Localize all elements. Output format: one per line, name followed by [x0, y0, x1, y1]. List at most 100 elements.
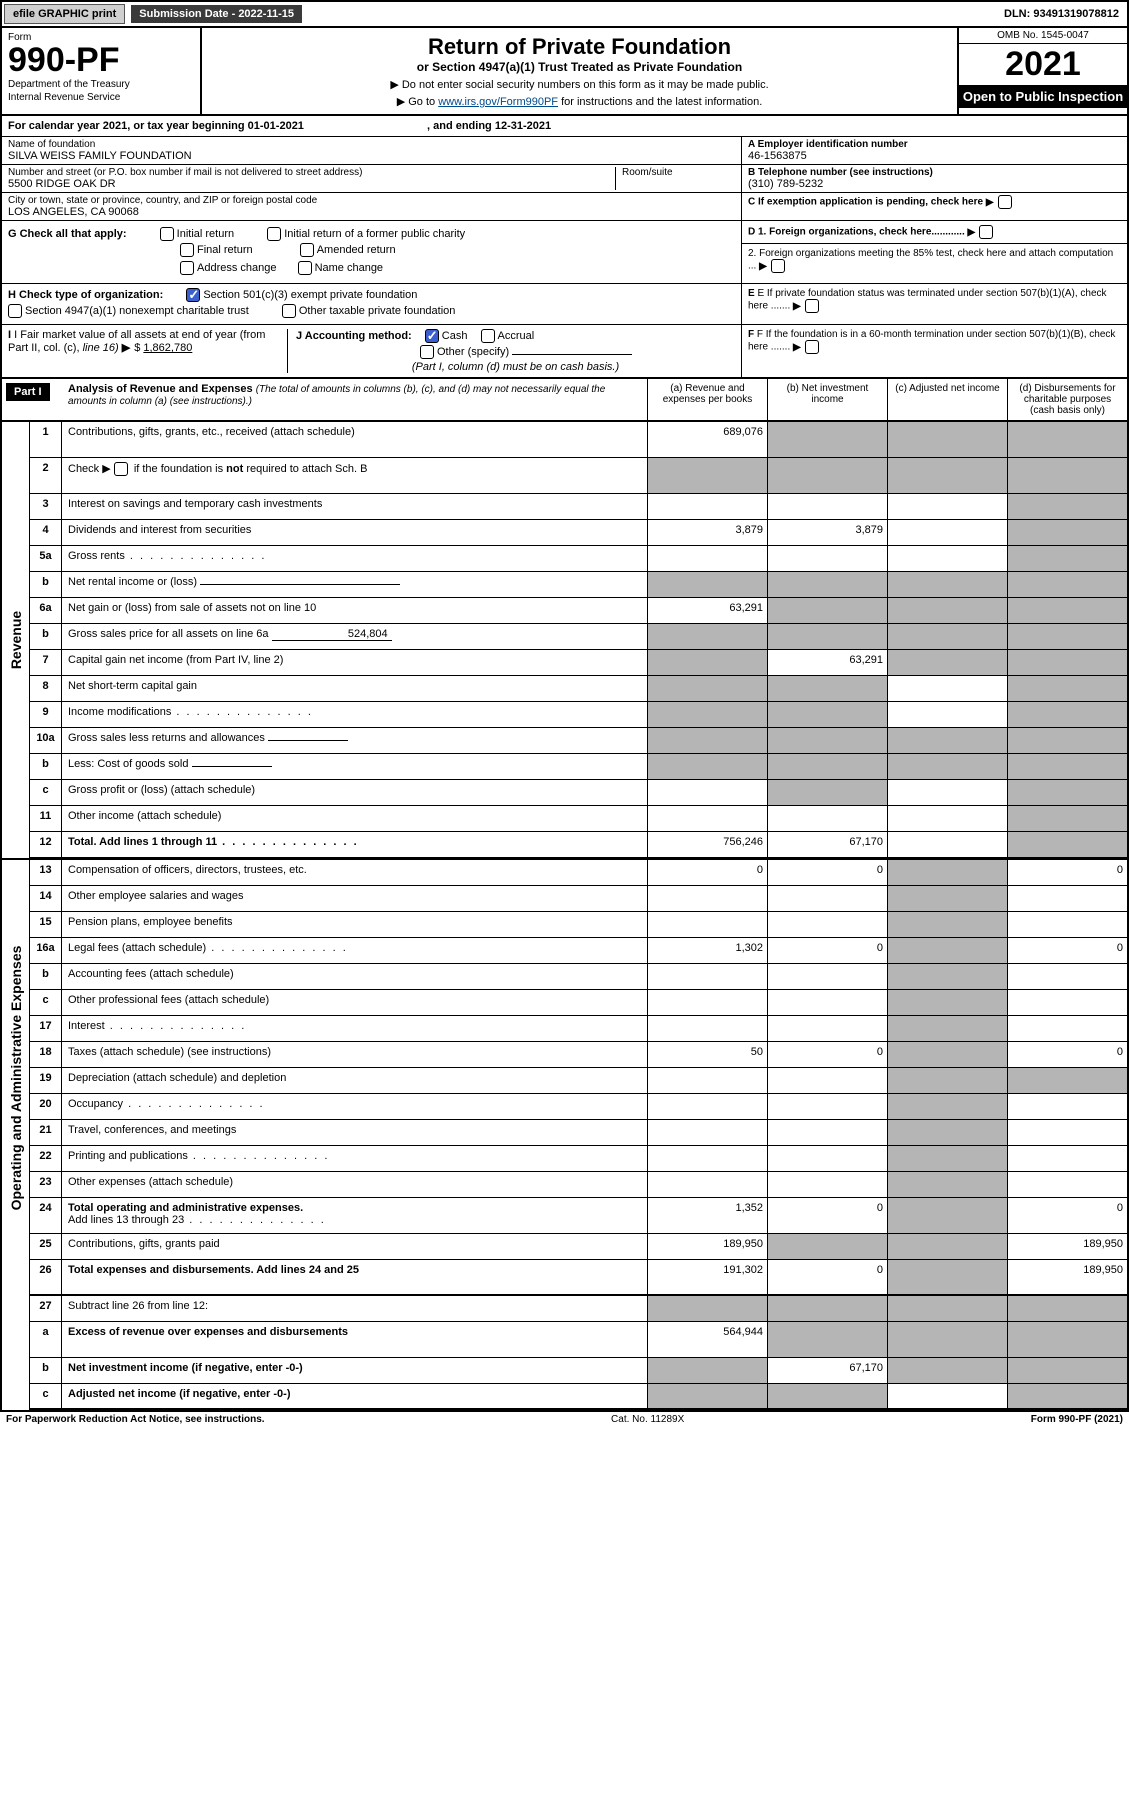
row-desc: Total operating and administrative expen…: [62, 1198, 647, 1233]
g-label: G Check all that apply:: [8, 228, 127, 240]
opex-text: Operating and Administrative Expenses: [8, 946, 24, 1211]
col-d-val: 0: [1007, 1042, 1127, 1067]
row-num: 21: [30, 1120, 62, 1145]
row-13: 13 Compensation of officers, directors, …: [30, 860, 1127, 886]
row-8: 8 Net short-term capital gain: [30, 676, 1127, 702]
phone-value: (310) 789-5232: [748, 178, 1121, 190]
identity-left: Name of foundation SILVA WEISS FAMILY FO…: [2, 137, 742, 220]
initial-former-checkbox[interactable]: [267, 227, 281, 241]
cash-checkbox[interactable]: [425, 329, 439, 343]
col-c-val: [887, 754, 1007, 779]
row-23: 23 Other expenses (attach schedule): [30, 1172, 1127, 1198]
form-title: Return of Private Foundation: [210, 34, 949, 60]
name-change-checkbox[interactable]: [298, 261, 312, 275]
col-a-val: [647, 1094, 767, 1119]
row-num: 1: [30, 422, 62, 457]
row-5b: b Net rental income or (loss): [30, 572, 1127, 598]
room-label: Room/suite: [622, 167, 735, 178]
d2-label: 2. Foreign organizations meeting the 85%…: [748, 248, 1113, 272]
col-d-val: [1007, 806, 1127, 831]
501c3-label: Section 501(c)(3) exempt private foundat…: [203, 289, 417, 301]
row-num: 6a: [30, 598, 62, 623]
final-return-checkbox[interactable]: [180, 243, 194, 257]
r24-sub: Add lines 13 through 23: [68, 1214, 641, 1226]
row-18: 18 Taxes (attach schedule) (see instruct…: [30, 1042, 1127, 1068]
d2-checkbox[interactable]: [771, 259, 785, 273]
irs-link[interactable]: www.irs.gov/Form990PF: [438, 96, 558, 108]
row-num: b: [30, 572, 62, 597]
e-checkbox[interactable]: [805, 299, 819, 313]
row-6a: 6a Net gain or (loss) from sale of asset…: [30, 598, 1127, 624]
col-b-val: [767, 990, 887, 1015]
col-c-val: [887, 546, 1007, 571]
col-c-val: [887, 598, 1007, 623]
col-b-val: 0: [767, 1198, 887, 1233]
address-change-checkbox[interactable]: [180, 261, 194, 275]
expenses-side-label: Operating and Administrative Expenses: [2, 860, 30, 1296]
row-25: 25 Contributions, gifts, grants paid 189…: [30, 1234, 1127, 1260]
row-desc: Travel, conferences, and meetings: [62, 1120, 647, 1145]
identity-right: A Employer identification number 46-1563…: [742, 137, 1127, 220]
col-b-val: [767, 1120, 887, 1145]
col-a-val: [647, 1358, 767, 1383]
r10a-desc: Gross sales less returns and allowances: [68, 732, 265, 744]
col-d-header: (d) Disbursements for charitable purpose…: [1007, 379, 1127, 420]
col-c-val: [887, 1384, 1007, 1408]
row-num: b: [30, 754, 62, 779]
other-method-checkbox[interactable]: [420, 345, 434, 359]
row-desc: Other professional fees (attach schedule…: [62, 990, 647, 1015]
initial-return-checkbox[interactable]: [160, 227, 174, 241]
dept-treasury: Department of the Treasury: [8, 79, 194, 90]
form-subtitle: or Section 4947(a)(1) Trust Treated as P…: [210, 60, 949, 74]
col-b-val: [767, 728, 887, 753]
other-taxable-checkbox[interactable]: [282, 304, 296, 318]
row-desc: Occupancy: [62, 1094, 647, 1119]
row-3: 3 Interest on savings and temporary cash…: [30, 494, 1127, 520]
col-c-val: [887, 1260, 1007, 1294]
accrual-checkbox[interactable]: [481, 329, 495, 343]
col-b-val: [767, 422, 887, 457]
row-5a: 5a Gross rents: [30, 546, 1127, 572]
g-section: G Check all that apply: Initial return I…: [2, 221, 742, 283]
col-c-val: [887, 964, 1007, 989]
city-state-zip: LOS ANGELES, CA 90068: [8, 206, 735, 218]
amended-return-checkbox[interactable]: [300, 243, 314, 257]
col-a-val: [647, 624, 767, 649]
calyear-pre: For calendar year 2021, or tax year begi…: [8, 120, 248, 132]
f-checkbox[interactable]: [805, 340, 819, 354]
address-cell: Number and street (or P.O. box number if…: [2, 165, 741, 193]
col-b-val: 0: [767, 860, 887, 885]
row-desc: Interest: [62, 1016, 647, 1041]
col-c-header: (c) Adjusted net income: [887, 379, 1007, 420]
row-desc: Income modifications: [62, 702, 647, 727]
col-d-val: [1007, 964, 1127, 989]
4947-checkbox[interactable]: [8, 304, 22, 318]
col-b-val: [767, 1094, 887, 1119]
exemption-checkbox[interactable]: [998, 195, 1012, 209]
501c3-checkbox[interactable]: [186, 288, 200, 302]
row-desc: Gross rents: [62, 546, 647, 571]
row-num: 2: [30, 458, 62, 493]
row-desc: Contributions, gifts, grants paid: [62, 1234, 647, 1259]
col-d-val: [1007, 1296, 1127, 1321]
row-num: c: [30, 1384, 62, 1408]
schb-checkbox[interactable]: [114, 462, 128, 476]
row-num: 12: [30, 832, 62, 857]
open-public: Open to Public Inspection: [959, 85, 1127, 108]
exemption-label: C If exemption application is pending, c…: [748, 197, 983, 208]
h-label: H Check type of organization:: [8, 289, 163, 301]
form-title-block: Return of Private Foundation or Section …: [202, 28, 957, 114]
year-end: 12-31-2021: [495, 120, 551, 132]
revenue-text: Revenue: [8, 611, 24, 669]
row-desc: Excess of revenue over expenses and disb…: [62, 1322, 647, 1357]
row-6b: b Gross sales price for all assets on li…: [30, 624, 1127, 650]
col-a-val: 3,879: [647, 520, 767, 545]
col-b-val: [767, 806, 887, 831]
h-e-block: H Check type of organization: Section 50…: [2, 283, 1127, 324]
efile-print-button[interactable]: efile GRAPHIC print: [4, 4, 125, 24]
col-d-val: [1007, 702, 1127, 727]
row-num: b: [30, 1358, 62, 1383]
col-a-val: [647, 990, 767, 1015]
d1-checkbox[interactable]: [979, 225, 993, 239]
row-12: 12 Total. Add lines 1 through 11 756,246…: [30, 832, 1127, 858]
